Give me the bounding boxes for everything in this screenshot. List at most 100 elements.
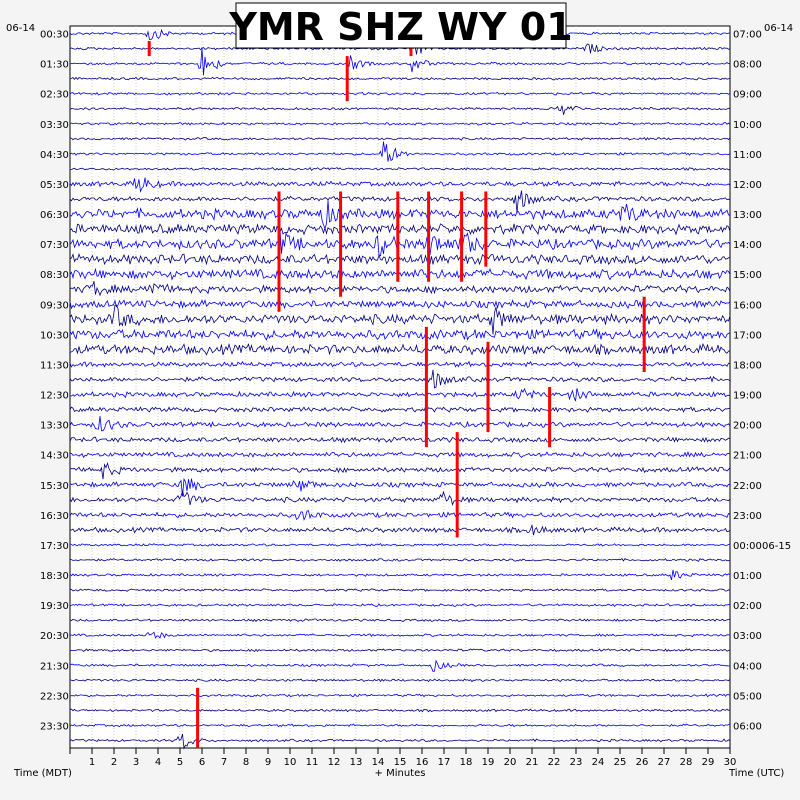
left-time-label: 13:30	[40, 421, 69, 432]
right-time-label: 09:00	[733, 90, 762, 101]
trace-row	[69, 543, 731, 547]
right-time-labels: 07:00 08:00 09:00 10:00 11:00 12:00 13:00 14:00…	[733, 30, 791, 733]
trace-row	[69, 369, 731, 389]
trace-row	[69, 342, 731, 356]
x-axis-label: + Minutes	[375, 768, 426, 779]
trace-row	[69, 451, 731, 459]
left-time-label: 15:30	[40, 481, 69, 492]
right-time-label: 00:00	[733, 541, 762, 552]
trace-row	[69, 477, 731, 497]
x-tick-label: 23	[570, 757, 583, 768]
left-time-label: 18:30	[40, 571, 69, 582]
trace-row	[69, 121, 731, 126]
left-time-label: 11:30	[40, 360, 69, 371]
trace-row	[69, 436, 731, 444]
right-time-label: 03:00	[733, 631, 762, 642]
left-time-label: 20:30	[40, 631, 69, 642]
right-time-label: 02:00	[733, 601, 762, 612]
right-time-label: 12:00	[733, 180, 762, 191]
trace-row	[69, 416, 731, 432]
right-date: 06-14	[764, 23, 793, 34]
right-time-label: 01:00	[733, 571, 762, 582]
trace-row	[69, 299, 731, 310]
x-tick-label: 14	[372, 757, 385, 768]
trace-row	[69, 631, 731, 639]
trace-row	[69, 387, 731, 402]
x-tick-label: 16	[416, 757, 429, 768]
trace-row	[69, 510, 731, 521]
trace-row	[69, 723, 731, 728]
trace-row	[69, 47, 731, 76]
trace-row	[69, 360, 731, 368]
x-tick-label: 4	[155, 757, 161, 768]
right-time-label: 20:00	[733, 421, 762, 432]
title-box	[235, 2, 567, 49]
right-time-label: 05:00	[733, 691, 762, 702]
trace-row	[69, 281, 731, 297]
trace-row	[69, 267, 731, 281]
x-tick-label: 1	[89, 757, 95, 768]
left-time-label: 10:30	[40, 330, 69, 341]
left-time-label: 06:30	[40, 210, 69, 221]
right-time-label: 22:00	[733, 481, 762, 492]
left-time-label: 17:30	[40, 541, 69, 552]
left-time-label: 07:30	[40, 240, 69, 251]
right-time-label: 19:00	[733, 391, 762, 402]
x-tick-label: 19	[482, 757, 495, 768]
x-ticks: 1 2 3 4 5 6 7 8 9 10 11 12 13 14 15 16 17 18 19 20 21 22 23 24 2…	[69, 748, 736, 768]
x-tick-label: 21	[526, 757, 539, 768]
left-time-label: 14:30	[40, 451, 69, 462]
right-time-label: 08:00	[733, 60, 762, 71]
right-time-label: 07:00	[733, 30, 762, 41]
left-time-label: 00:30	[40, 30, 69, 41]
trace-row	[69, 648, 731, 653]
right-time-label: 18:00	[733, 360, 762, 371]
x-tick-label: 22	[548, 757, 561, 768]
left-time-labels: 00:30 01:30 02:30 03:30 04:30 05:30 06:30 07:30…	[40, 30, 69, 733]
x-tick-label: 24	[592, 757, 605, 768]
right-time-label: 23:00	[733, 511, 762, 522]
right-time-label: 17:00	[733, 330, 762, 341]
x-tick-label: 5	[177, 757, 183, 768]
x-tick-label: 26	[636, 757, 649, 768]
x-tick-label: 8	[243, 757, 249, 768]
x-tick-label: 11	[306, 757, 319, 768]
x-tick-label: 15	[394, 757, 407, 768]
trace-row	[69, 141, 731, 162]
trace-row	[69, 603, 731, 608]
trace-row	[69, 461, 731, 480]
trace-row	[69, 328, 731, 341]
trace-row	[69, 177, 731, 193]
trace-row	[69, 252, 731, 266]
x-tick-label: 3	[133, 757, 139, 768]
chart-title: YMR SHZ WY 01	[228, 5, 572, 49]
x-tick-label: 10	[284, 757, 297, 768]
trace-row	[69, 618, 731, 623]
left-time-label: 03:30	[40, 120, 69, 131]
x-tick-label: 18	[460, 757, 473, 768]
left-time-label: 23:30	[40, 721, 69, 732]
trace-row	[69, 105, 731, 115]
traces	[69, 28, 731, 750]
right-time-label: 04:00	[733, 661, 762, 672]
left-time-label: 16:30	[40, 511, 69, 522]
left-time-label: 22:30	[40, 691, 69, 702]
left-time-label: 05:30	[40, 180, 69, 191]
left-time-label: 09:30	[40, 300, 69, 311]
right-time-label: 14:00	[733, 240, 762, 251]
left-axis-title: Time (MDT)	[13, 768, 72, 779]
x-tick-label: 9	[265, 757, 271, 768]
x-tick-label: 28	[680, 757, 693, 768]
left-time-label: 19:30	[40, 601, 69, 612]
trace-row	[69, 406, 731, 413]
x-tick-label: 29	[702, 757, 715, 768]
left-time-label: 01:30	[40, 60, 69, 71]
x-tick-label: 25	[614, 757, 627, 768]
x-tick-label: 12	[328, 757, 341, 768]
left-time-label: 02:30	[40, 90, 69, 101]
right-time-label: 15:00	[733, 270, 762, 281]
trace-row	[69, 91, 731, 96]
trace-row	[69, 524, 731, 536]
